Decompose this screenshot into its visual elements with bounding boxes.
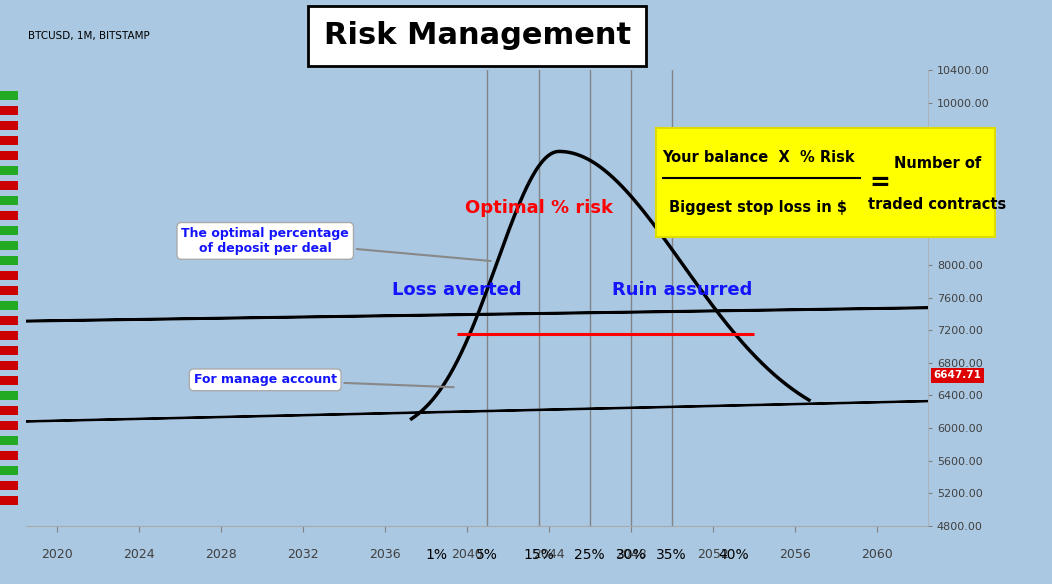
Text: Loss averted: Loss averted xyxy=(391,281,522,298)
Bar xyxy=(0,135,18,145)
Text: traded contracts: traded contracts xyxy=(869,197,1007,211)
Text: For manage account: For manage account xyxy=(194,373,453,387)
Bar xyxy=(0,181,18,190)
Bar xyxy=(0,331,18,340)
Bar xyxy=(0,151,18,160)
Text: Risk Management: Risk Management xyxy=(324,22,630,50)
Bar xyxy=(0,91,18,100)
Text: The optimal percentage
of deposit per deal: The optimal percentage of deposit per de… xyxy=(181,227,490,261)
Text: 35%: 35% xyxy=(656,548,687,562)
Bar xyxy=(0,451,18,460)
Text: 30%: 30% xyxy=(615,548,646,562)
Text: 1%: 1% xyxy=(425,548,447,562)
Text: Ruin assurred: Ruin assurred xyxy=(612,281,752,298)
Bar xyxy=(0,406,18,415)
Bar xyxy=(0,481,18,490)
Bar xyxy=(0,211,18,220)
Text: Number of: Number of xyxy=(894,155,982,171)
Bar xyxy=(0,436,18,445)
Ellipse shape xyxy=(0,267,1052,361)
Bar xyxy=(0,226,18,235)
Text: 5%: 5% xyxy=(477,548,499,562)
Bar xyxy=(0,496,18,505)
Text: =: = xyxy=(870,171,890,194)
Bar xyxy=(0,361,18,370)
Bar xyxy=(0,256,18,265)
Bar xyxy=(0,286,18,295)
Bar xyxy=(0,316,18,325)
Text: 15%: 15% xyxy=(523,548,554,562)
Text: 40%: 40% xyxy=(717,548,749,562)
Text: BTCUSD, 1M, BITSTAMP: BTCUSD, 1M, BITSTAMP xyxy=(28,31,149,41)
Bar xyxy=(0,346,18,355)
Ellipse shape xyxy=(0,388,1052,436)
Text: 25%: 25% xyxy=(574,548,605,562)
Bar xyxy=(0,166,18,175)
Bar xyxy=(0,301,18,310)
Text: Optimal % risk: Optimal % risk xyxy=(465,199,612,217)
Bar xyxy=(0,106,18,115)
Text: Biggest stop loss in $: Biggest stop loss in $ xyxy=(669,200,847,215)
Bar xyxy=(0,271,18,280)
Bar xyxy=(0,121,18,130)
Bar xyxy=(0,376,18,385)
Bar xyxy=(0,196,18,205)
Bar xyxy=(0,241,18,250)
Bar xyxy=(0,391,18,400)
Bar xyxy=(0,465,18,475)
Text: 6647.71: 6647.71 xyxy=(933,370,982,380)
Text: Your balance  X  % Risk: Your balance X % Risk xyxy=(662,150,854,165)
Bar xyxy=(0,420,18,430)
